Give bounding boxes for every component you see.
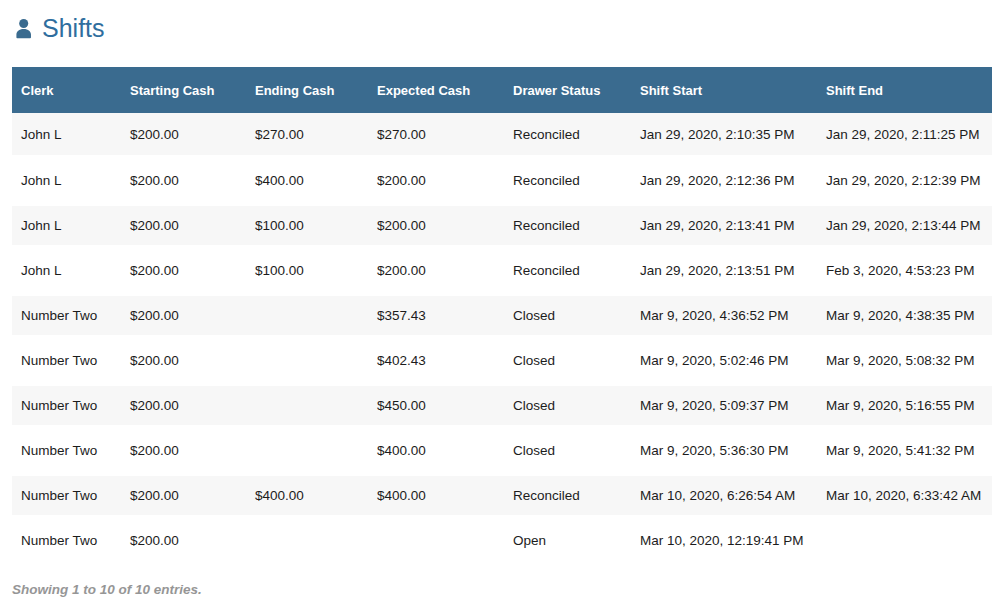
table-cell: Jan 29, 2020, 2:13:44 PM xyxy=(817,203,992,248)
table-cell xyxy=(246,338,368,383)
table-row[interactable]: Number Two$200.00$400.00ClosedMar 9, 202… xyxy=(12,428,992,473)
page-header: Shifts xyxy=(12,13,992,43)
table-cell: Jan 29, 2020, 2:12:36 PM xyxy=(631,158,817,203)
table-header-row: ClerkStarting CashEnding CashExpected Ca… xyxy=(12,67,992,113)
table-cell: Jan 29, 2020, 2:13:41 PM xyxy=(631,203,817,248)
column-header-shift-end[interactable]: Shift End xyxy=(817,67,992,113)
table-cell: $400.00 xyxy=(246,473,368,518)
table-row[interactable]: Number Two$200.00$450.00ClosedMar 9, 202… xyxy=(12,383,992,428)
table-cell: Mar 9, 2020, 5:09:37 PM xyxy=(631,383,817,428)
table-cell: Number Two xyxy=(12,293,121,338)
table-row[interactable]: John L$200.00$100.00$200.00ReconciledJan… xyxy=(12,203,992,248)
table-cell: Jan 29, 2020, 2:10:35 PM xyxy=(631,113,817,158)
table-cell: $200.00 xyxy=(121,518,246,563)
table-row[interactable]: John L$200.00$100.00$200.00ReconciledJan… xyxy=(12,248,992,293)
table-cell: $357.43 xyxy=(368,293,504,338)
table-row[interactable]: Number Two$200.00$357.43ClosedMar 9, 202… xyxy=(12,293,992,338)
table-cell: Closed xyxy=(504,383,631,428)
table-cell: Reconciled xyxy=(504,158,631,203)
table-cell: $400.00 xyxy=(368,473,504,518)
table-cell: $200.00 xyxy=(121,113,246,158)
table-cell: Jan 29, 2020, 2:12:39 PM xyxy=(817,158,992,203)
table-cell xyxy=(246,428,368,473)
table-row[interactable]: John L$200.00$270.00$270.00ReconciledJan… xyxy=(12,113,992,158)
table-cell: Mar 10, 2020, 6:26:54 AM xyxy=(631,473,817,518)
table-cell: Number Two xyxy=(12,383,121,428)
table-cell: $200.00 xyxy=(368,248,504,293)
table-cell: Jan 29, 2020, 2:13:51 PM xyxy=(631,248,817,293)
table-cell: Number Two xyxy=(12,518,121,563)
page-title: Shifts xyxy=(42,13,105,43)
table-cell: Jan 29, 2020, 2:11:25 PM xyxy=(817,113,992,158)
table-cell: Mar 10, 2020, 6:33:42 AM xyxy=(817,473,992,518)
table-cell: Mar 9, 2020, 5:08:32 PM xyxy=(817,338,992,383)
table-cell: John L xyxy=(12,158,121,203)
table-row[interactable]: Number Two$200.00$402.43ClosedMar 9, 202… xyxy=(12,338,992,383)
table-cell: Closed xyxy=(504,428,631,473)
table-row[interactable]: Number Two$200.00 OpenMar 10, 2020, 12:19… xyxy=(12,518,992,563)
table-cell: $200.00 xyxy=(121,383,246,428)
table-cell xyxy=(368,518,504,563)
table-cell: John L xyxy=(12,113,121,158)
table-body: John L$200.00$270.00$270.00ReconciledJan… xyxy=(12,113,992,563)
table-cell: John L xyxy=(12,203,121,248)
table-cell: $200.00 xyxy=(121,473,246,518)
column-header-drawer-status[interactable]: Drawer Status xyxy=(504,67,631,113)
shifts-page: Shifts ClerkStarting CashEnding CashExpe… xyxy=(0,0,1003,597)
table-cell: Mar 9, 2020, 5:02:46 PM xyxy=(631,338,817,383)
table-cell: $270.00 xyxy=(368,113,504,158)
table-cell: Reconciled xyxy=(504,473,631,518)
person-icon xyxy=(12,17,35,40)
table-cell: Mar 9, 2020, 4:38:35 PM xyxy=(817,293,992,338)
table-cell: Feb 3, 2020, 4:53:23 PM xyxy=(817,248,992,293)
table-cell: Reconciled xyxy=(504,113,631,158)
table-cell: $100.00 xyxy=(246,248,368,293)
table-cell: Closed xyxy=(504,293,631,338)
table-cell: $400.00 xyxy=(246,158,368,203)
entries-summary: Showing 1 to 10 of 10 entries. xyxy=(12,582,992,597)
table-cell: $200.00 xyxy=(121,158,246,203)
column-header-shift-start[interactable]: Shift Start xyxy=(631,67,817,113)
table-cell: $400.00 xyxy=(368,428,504,473)
table-cell xyxy=(246,518,368,563)
table-row[interactable]: John L$200.00$400.00$200.00ReconciledJan… xyxy=(12,158,992,203)
table-cell: $200.00 xyxy=(121,428,246,473)
table-cell: Mar 9, 2020, 5:16:55 PM xyxy=(817,383,992,428)
table-cell: Mar 9, 2020, 4:36:52 PM xyxy=(631,293,817,338)
table-cell: Number Two xyxy=(12,338,121,383)
table-cell: Number Two xyxy=(12,473,121,518)
table-cell: Reconciled xyxy=(504,203,631,248)
table-cell: $450.00 xyxy=(368,383,504,428)
table-cell: Number Two xyxy=(12,428,121,473)
table-cell: $100.00 xyxy=(246,203,368,248)
table-cell: $200.00 xyxy=(368,203,504,248)
table-cell: Reconciled xyxy=(504,248,631,293)
column-header-starting-cash[interactable]: Starting Cash xyxy=(121,67,246,113)
table-cell: Mar 9, 2020, 5:36:30 PM xyxy=(631,428,817,473)
table-row[interactable]: Number Two$200.00$400.00$400.00Reconcile… xyxy=(12,473,992,518)
table-cell: $200.00 xyxy=(121,203,246,248)
table-cell: $200.00 xyxy=(121,248,246,293)
table-cell: Mar 10, 2020, 12:19:41 PM xyxy=(631,518,817,563)
table-cell: $200.00 xyxy=(121,293,246,338)
table-cell: John L xyxy=(12,248,121,293)
table-cell: $200.00 xyxy=(368,158,504,203)
column-header-clerk[interactable]: Clerk xyxy=(12,67,121,113)
table-cell xyxy=(817,518,992,563)
table-cell xyxy=(246,383,368,428)
table-head: ClerkStarting CashEnding CashExpected Ca… xyxy=(12,67,992,113)
shifts-table: ClerkStarting CashEnding CashExpected Ca… xyxy=(12,67,992,566)
table-cell: Mar 9, 2020, 5:41:32 PM xyxy=(817,428,992,473)
table-cell: $402.43 xyxy=(368,338,504,383)
table-cell: Closed xyxy=(504,338,631,383)
table-cell: Open xyxy=(504,518,631,563)
table-cell xyxy=(246,293,368,338)
table-cell: $270.00 xyxy=(246,113,368,158)
table-cell: $200.00 xyxy=(121,338,246,383)
column-header-expected-cash[interactable]: Expected Cash xyxy=(368,67,504,113)
column-header-ending-cash[interactable]: Ending Cash xyxy=(246,67,368,113)
